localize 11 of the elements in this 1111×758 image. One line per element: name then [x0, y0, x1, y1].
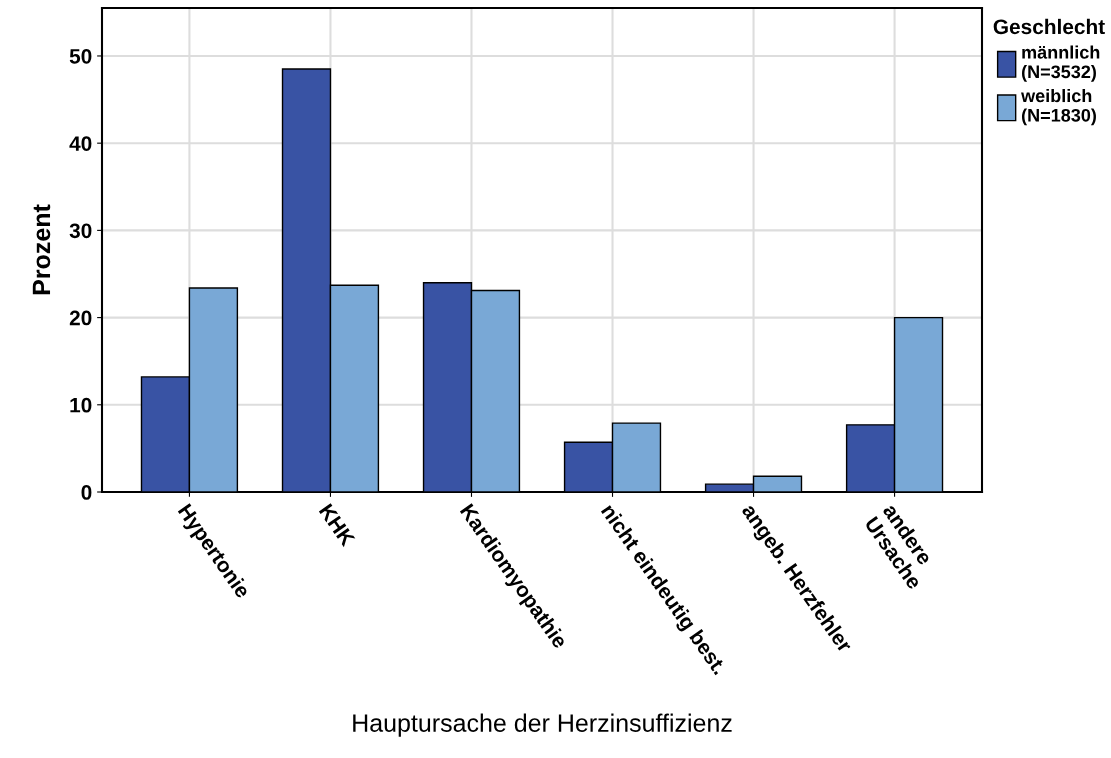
y-tick-label: 30: [69, 223, 92, 239]
y-tick-label: 0: [81, 485, 92, 500]
y-tick-label: 50: [69, 48, 92, 64]
y-axis-title: Prozent: [32, 204, 51, 295]
legend-title: Geschlecht: [993, 18, 1105, 35]
x-axis-title: Hauptursache der Herzinsuffizienz: [353, 713, 732, 737]
legend-label: männlich (N=3532): [1022, 45, 1100, 82]
legend-label: weiblich (N=1830): [1021, 88, 1096, 126]
y-tick-label: 40: [69, 136, 92, 151]
y-tick-label: 10: [70, 397, 92, 413]
y-tick-label: 20: [69, 310, 92, 326]
